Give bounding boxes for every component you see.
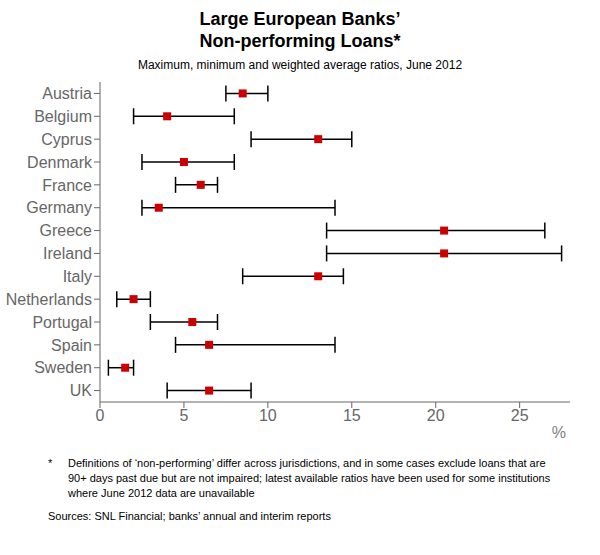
svg-text:20: 20 — [427, 407, 445, 424]
html-text:Sources: SNL Financial; banks’: Sources: SNL Financial; banks’ annual an… — [48, 510, 331, 522]
svg-text:Ireland: Ireland — [43, 245, 92, 262]
html-text:Maximum, minimum and weighted: Maximum, minimum and weighted average ra… — [137, 58, 463, 72]
svg-text:10: 10 — [259, 407, 277, 424]
svg-text:Austria: Austria — [42, 85, 92, 102]
svg-text:Portugal: Portugal — [32, 314, 92, 331]
svg-text:Italy: Italy — [63, 268, 92, 285]
svg-text:Greece: Greece — [40, 222, 93, 239]
svg-text:France: France — [42, 177, 92, 194]
svg-text:Cyprus: Cyprus — [41, 131, 92, 148]
html-text:Non-performing Loans*: Non-performing Loans* — [199, 31, 401, 51]
svg-text:Spain: Spain — [51, 337, 92, 354]
svg-text:Netherlands: Netherlands — [8, 291, 92, 308]
svg-text:UK: UK — [70, 382, 93, 399]
svg-text:5: 5 — [179, 407, 188, 424]
html-text:Large European Banks’: Large European Banks’ — [199, 9, 401, 29]
svg-text:25: 25 — [511, 407, 529, 424]
svg-text:Denmark: Denmark — [27, 154, 93, 171]
svg-text:15: 15 — [343, 407, 361, 424]
html-text:Definitions of ‘non-performing: Definitions of ‘non-performing’ differ a… — [68, 457, 551, 499]
svg-text:Sweden: Sweden — [34, 359, 92, 376]
svg-text:0: 0 — [96, 407, 105, 424]
svg-text:Belgium: Belgium — [34, 108, 92, 125]
svg-text:Germany: Germany — [26, 199, 92, 216]
svg-text:%: % — [552, 424, 566, 441]
